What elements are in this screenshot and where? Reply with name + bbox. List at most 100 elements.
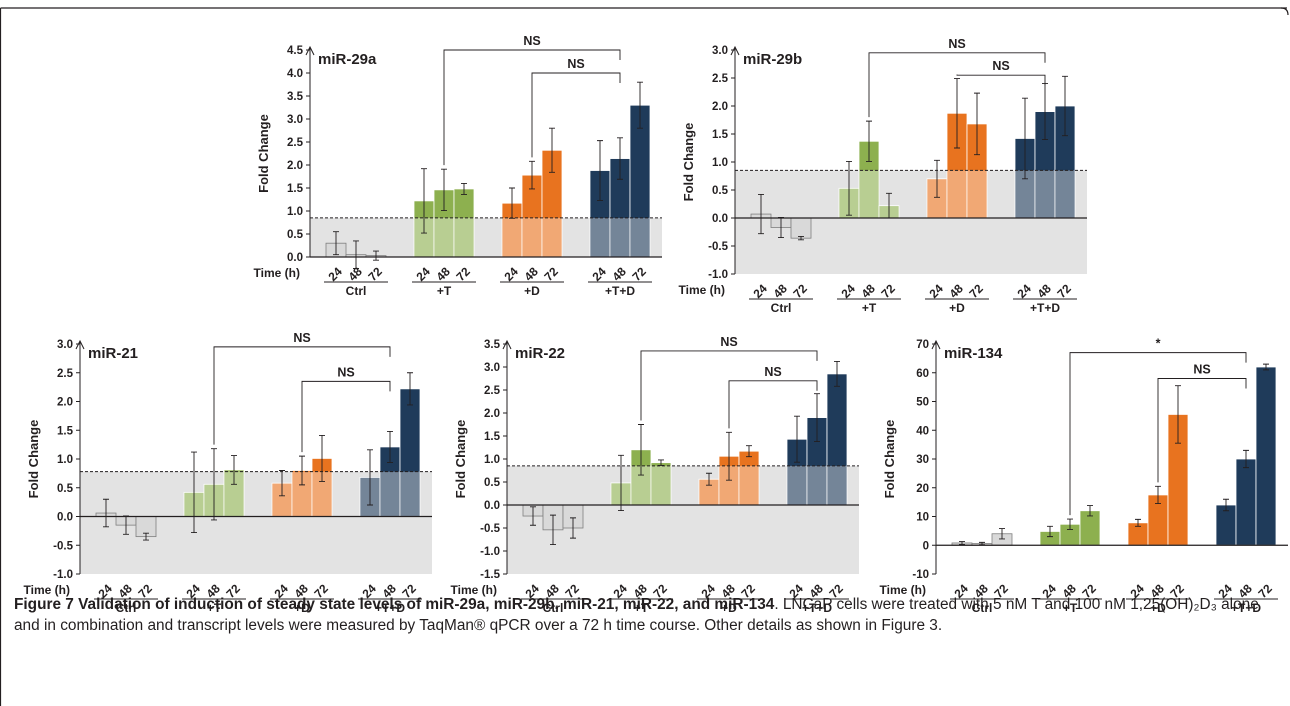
group-label: +T+D: [802, 601, 832, 615]
significance-bracket: [956, 74, 1046, 86]
bar-veil: [699, 479, 719, 505]
bar-veil: [1035, 170, 1055, 218]
y-tick-label: -1.0: [708, 269, 728, 281]
group-label: Ctrl: [972, 601, 993, 615]
time-tick-label: 72: [878, 281, 898, 301]
y-tick-label: -0.5: [708, 241, 728, 253]
error-bar: [333, 231, 339, 256]
y-axis-arrow: [931, 339, 941, 350]
bar-veil: [502, 217, 522, 257]
error-bar: [421, 168, 427, 234]
y-tick-label: 3.5: [287, 91, 304, 103]
time-tick-label: 24: [1014, 281, 1034, 301]
bar-veil: [312, 471, 332, 517]
y-axis-label: Fold Change: [26, 420, 41, 499]
y-tick-label: -1.0: [480, 546, 500, 558]
time-tick-label: 72: [365, 264, 385, 284]
group-label: +D: [721, 601, 737, 615]
bar-veil: [1015, 170, 1035, 218]
chart-title: miR-22: [515, 345, 565, 362]
y-tick-label: 4.5: [287, 45, 304, 57]
error-bar: [387, 430, 393, 463]
y-tick-label: 0.0: [712, 213, 728, 225]
y-tick-label: 0: [923, 540, 929, 552]
bar-veil: [967, 170, 987, 218]
error-bar: [637, 81, 643, 129]
y-tick-label: 2.5: [484, 385, 501, 397]
bar-veil: [630, 217, 650, 257]
bar-td-48: [1235, 458, 1257, 546]
error-bar: [617, 137, 623, 180]
x-axis-label: Time (h): [254, 266, 300, 280]
time-tick-label: 72: [453, 264, 473, 284]
caption-title: Figure 7 Validation of induction of stea…: [14, 596, 775, 613]
error-bar: [549, 127, 555, 173]
bar-veil: [739, 465, 759, 505]
group-label: +T: [207, 601, 222, 615]
time-tick-label: 48: [1034, 281, 1054, 301]
error-bar: [658, 459, 664, 466]
y-tick-label: 4.0: [287, 68, 303, 80]
error-bar: [530, 506, 536, 526]
error-bar: [1062, 75, 1068, 137]
group-label: Ctrl: [116, 601, 137, 615]
figure-frame: [0, 6, 1290, 706]
time-tick-label: 24: [589, 264, 609, 284]
y-axis-arrow: [730, 45, 740, 56]
group-label: +D: [1150, 601, 1166, 615]
error-bar: [211, 448, 217, 521]
bar-veil: [947, 170, 967, 218]
group-label: Ctrl: [543, 601, 564, 615]
bar-td-72: [1255, 366, 1277, 546]
y-tick-label: 0.5: [57, 483, 74, 495]
error-bar: [367, 449, 373, 506]
x-axis-label: Time (h): [679, 283, 725, 297]
y-tick-label: 1.0: [712, 157, 728, 169]
y-tick-label: 1.5: [57, 425, 74, 437]
x-axis-label: Time (h): [451, 583, 497, 597]
group-label: +T: [634, 601, 649, 615]
y-tick-label: -1.0: [53, 569, 73, 581]
y-axis-arrow: [502, 339, 512, 350]
significance-bracket: [640, 350, 818, 421]
time-tick-label: 48: [770, 281, 790, 301]
group-label: +T+D: [605, 284, 635, 298]
error-bar: [726, 431, 732, 481]
bar-veil: [400, 471, 420, 517]
error-bar: [191, 451, 197, 534]
significance-label: NS: [1193, 363, 1210, 377]
group-label: +D: [294, 601, 310, 615]
error-bar: [934, 159, 940, 198]
error-bar: [638, 424, 644, 476]
significance-label: NS: [992, 59, 1009, 73]
bar-veil: [414, 217, 434, 257]
error-bar: [509, 187, 515, 219]
y-tick-label: 1.0: [287, 206, 303, 218]
time-tick-label: 24: [838, 281, 858, 301]
error-bar: [746, 445, 752, 458]
error-bar: [798, 236, 804, 241]
y-axis-label: Fold Change: [453, 420, 468, 499]
time-tick-label: 48: [946, 281, 966, 301]
bar-veil: [610, 217, 630, 257]
frame-border: [0, 7, 1289, 706]
y-tick-label: 1.0: [57, 454, 73, 466]
y-tick-label: 0.0: [287, 252, 303, 264]
y-tick-label: 2.5: [57, 368, 74, 380]
y-tick-label: 0.5: [484, 477, 501, 489]
y-tick-label: 0.0: [57, 512, 73, 524]
x-axis-label: Time (h): [880, 583, 926, 597]
y-axis-arrow: [75, 339, 85, 350]
significance-bracket: [1069, 352, 1247, 516]
time-tick-label: 48: [345, 264, 365, 284]
error-bar: [846, 160, 852, 216]
y-axis-arrow: [305, 45, 315, 56]
y-tick-label: 3.5: [484, 339, 501, 351]
y-tick-label: 3.0: [57, 339, 73, 351]
error-bar: [461, 182, 467, 195]
significance-label: NS: [567, 57, 584, 71]
error-bar: [279, 470, 285, 497]
error-bar: [794, 415, 800, 463]
significance-bracket: [531, 72, 621, 158]
error-bar: [618, 454, 624, 511]
